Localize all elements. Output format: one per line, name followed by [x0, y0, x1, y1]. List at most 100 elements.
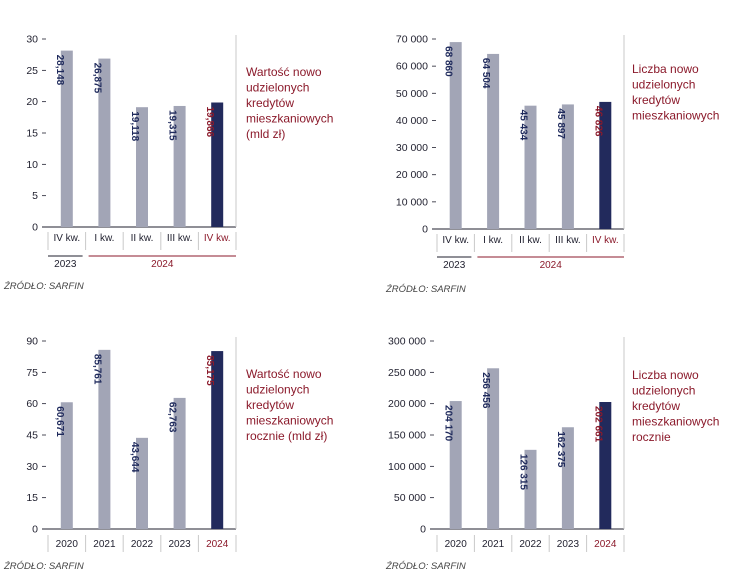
- bar-value-label: 126 315: [518, 454, 529, 491]
- chart-title-line: mieszkaniowych: [632, 109, 719, 123]
- chart-title-line: kredytów: [632, 399, 680, 413]
- y-tick-label: 15: [26, 128, 38, 140]
- y-tick-label: 25: [26, 65, 38, 77]
- bar-value-label: 62,763: [167, 402, 178, 433]
- chart-title-line: kredytów: [246, 96, 294, 110]
- bar-1: [60, 50, 73, 227]
- source-note: ŹRÓDŁO: SARFIN: [3, 561, 84, 572]
- chart-title: Wartość nowo udzielonych kredytów mieszkani…: [246, 367, 333, 443]
- y-tick-label: 10 000: [396, 196, 428, 208]
- y-tick-label: 150 000: [388, 430, 426, 442]
- y-tick-label: 70 000: [396, 34, 428, 46]
- bar-2: [98, 349, 111, 529]
- category-label: 2022: [519, 539, 542, 550]
- y-tick-label: 0: [32, 222, 38, 234]
- category-label: IV kw.: [53, 233, 80, 244]
- chart-title: Liczba nowo udzielonych kredytów mieszkanio…: [632, 368, 719, 444]
- chart-title-line: udzielonych: [632, 78, 695, 92]
- bar-3: [524, 449, 537, 529]
- chart-title-line: rocznie: [632, 430, 671, 444]
- bar-value-label: 204 170: [443, 405, 454, 442]
- bar-value-label: 19,315: [167, 110, 178, 141]
- bar-3: [136, 107, 148, 227]
- category-label: 2020: [445, 539, 468, 550]
- chart-title-line: kredytów: [246, 398, 294, 412]
- chart-title-line: Wartość nowo: [246, 65, 322, 79]
- source-note: ŹRÓDŁO: SARFIN: [385, 561, 466, 572]
- y-tick-label: 20: [26, 96, 38, 108]
- bar-2: [487, 368, 500, 529]
- bar-value-label: 43,644: [129, 442, 140, 473]
- category-label: 2023: [557, 539, 580, 550]
- y-tick-label: 30 000: [396, 142, 428, 154]
- bar-value-label: 45 897: [555, 108, 566, 139]
- y-tick-label: 60 000: [396, 61, 428, 73]
- bar-value-label: 85,175: [204, 355, 215, 386]
- bar-5: [211, 102, 224, 227]
- y-tick-label: 30: [26, 34, 38, 46]
- chart-title-line: rocznie (mld zł): [246, 429, 327, 443]
- chart-4: 0 50 000 100 000 150 000 200 000 250 000 300 0…: [385, 336, 719, 573]
- chart-2: 0 10 000 20 000 30 000 40 000 50 000 60 000 70 …: [385, 34, 719, 296]
- y-tick-label: 20 000: [396, 169, 428, 181]
- bar-4: [561, 104, 574, 229]
- bar-5: [211, 351, 224, 529]
- y-tick-label: 45: [26, 430, 38, 442]
- category-label: IV kw.: [442, 235, 469, 246]
- bar-5: [599, 101, 612, 229]
- bar-value-label: 64 504: [480, 58, 491, 89]
- category-label: 2020: [56, 539, 79, 550]
- category-label: II kw.: [519, 235, 542, 246]
- y-tick-label: 15: [26, 492, 38, 504]
- bar-value-label: 19,118: [129, 111, 140, 141]
- year-group-label: 2023: [443, 260, 466, 271]
- chart-title-line: mieszkaniowych: [246, 414, 333, 428]
- y-tick-label: 90: [26, 336, 38, 348]
- year-group-label: 2024: [540, 260, 563, 271]
- bar-value-label: 46 826: [592, 106, 603, 137]
- category-label: III kw.: [167, 233, 193, 244]
- category-label: 2024: [206, 539, 229, 550]
- y-tick-label: 0: [422, 224, 428, 236]
- chart-title-line: kredytów: [632, 93, 680, 107]
- y-tick-label: 75: [26, 367, 38, 379]
- chart-1: 0 5 10 15 20 25 30 28,148 IV kw. 26,875 I kw. 19,11…: [3, 34, 333, 293]
- chart-title-line: udzielonych: [246, 383, 309, 397]
- bar-value-label: 68 860: [443, 46, 454, 77]
- source-note: ŹRÓDŁO: SARFIN: [3, 281, 84, 292]
- y-tick-label: 100 000: [388, 461, 426, 473]
- category-label: 2022: [131, 539, 154, 550]
- y-tick-label: 60: [26, 398, 38, 410]
- bar-value-label: 28,148: [54, 55, 65, 86]
- y-tick-label: 300 000: [388, 336, 426, 348]
- category-label: 2021: [482, 539, 505, 550]
- bar-1: [449, 42, 462, 229]
- year-group-label: 2023: [54, 259, 77, 270]
- bar-4: [173, 105, 186, 227]
- bar-3: [136, 437, 148, 529]
- category-label: III kw.: [555, 235, 581, 246]
- y-tick-label: 5: [32, 190, 38, 202]
- chart-title-line: mieszkaniowych: [632, 415, 719, 429]
- chart-title: Liczba nowo udzielonych kredytów mieszkanio…: [632, 62, 719, 123]
- category-label: 2023: [168, 539, 191, 550]
- bar-2: [487, 53, 500, 230]
- bar-value-label: 45 434: [518, 110, 529, 141]
- source-note: ŹRÓDŁO: SARFIN: [385, 284, 466, 295]
- y-tick-label: 10: [26, 159, 38, 171]
- category-label: IV kw.: [204, 233, 231, 244]
- year-group-label: 2024: [151, 259, 174, 270]
- bar-4: [173, 397, 186, 529]
- category-label: 2024: [594, 539, 617, 550]
- y-tick-label: 40 000: [396, 115, 428, 127]
- bar-value-label: 256 456: [480, 372, 491, 409]
- bar-1: [449, 401, 462, 529]
- category-label: II kw.: [131, 233, 154, 244]
- bar-2: [98, 58, 111, 228]
- bar-4: [561, 427, 574, 529]
- chart-title-line: udzielonych: [632, 384, 695, 398]
- bar-value-label: 19,866: [204, 107, 215, 138]
- bar-value-label: 202 661: [592, 406, 603, 443]
- chart-title-line: udzielonych: [246, 81, 309, 95]
